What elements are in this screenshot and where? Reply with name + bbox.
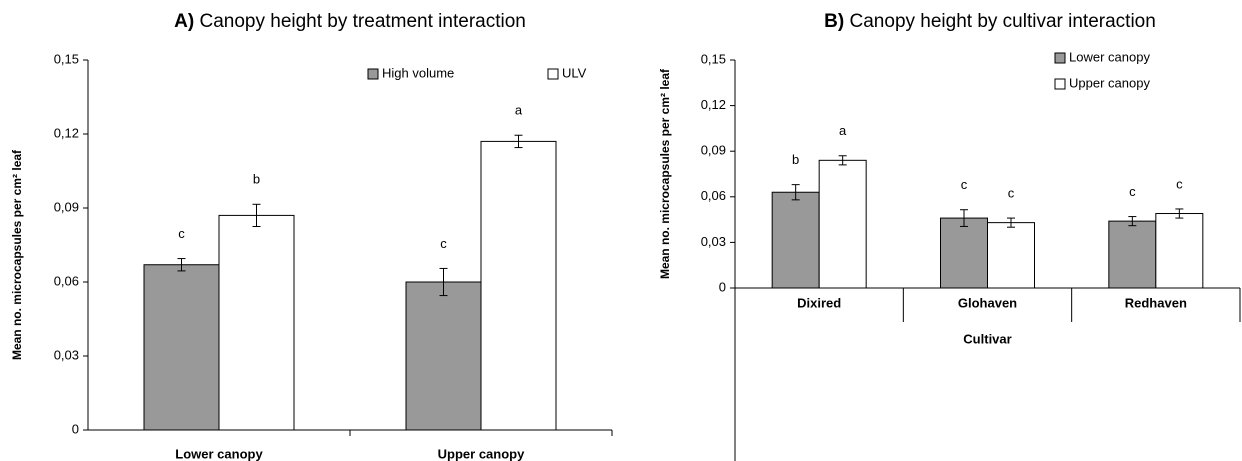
significance-letter: c xyxy=(1176,176,1183,191)
legend-label: ULV xyxy=(562,65,587,80)
significance-letter: c xyxy=(1008,186,1015,201)
legend-swatch xyxy=(1054,78,1066,90)
y-tick-label: 0 xyxy=(72,421,79,436)
y-tick-label: 0,15 xyxy=(54,51,79,66)
significance-letter: c xyxy=(178,226,185,241)
significance-letter: a xyxy=(839,123,847,138)
x-tick-label: Redhaven xyxy=(1125,295,1187,310)
significance-letter: b xyxy=(792,152,799,167)
y-tick-label: 0,03 xyxy=(54,347,79,362)
y-axis-label: Mean no. microcapsules per cm² leaf xyxy=(658,68,672,279)
bar xyxy=(405,281,482,431)
bar xyxy=(143,264,220,431)
y-tick-label: 0,06 xyxy=(701,188,726,203)
x-axis-label: Cultivar xyxy=(963,331,1011,346)
significance-letter: b xyxy=(253,172,260,187)
bar xyxy=(771,191,820,289)
significance-letter: c xyxy=(961,177,968,192)
title-text: Canopy height by treatment interaction xyxy=(199,11,525,32)
legend-label: Upper canopy xyxy=(1069,75,1150,90)
legend-swatch xyxy=(367,68,379,80)
legend-label: Lower canopy xyxy=(1069,49,1150,64)
significance-letter: c xyxy=(1129,184,1136,199)
bar xyxy=(1155,213,1204,289)
y-tick-label: 0,09 xyxy=(701,143,726,158)
significance-letter: c xyxy=(440,236,447,251)
chart-title: B) Canopy height by cultivar interaction xyxy=(824,11,1156,32)
y-tick-label: 0,09 xyxy=(54,199,79,214)
bar xyxy=(218,214,295,431)
bar xyxy=(818,159,867,289)
bar xyxy=(1108,220,1157,289)
legend-swatch xyxy=(1054,52,1066,64)
bar xyxy=(480,140,557,431)
x-tick-label: Dixired xyxy=(797,295,841,310)
significance-letter: a xyxy=(515,103,523,118)
title-prefix: A) xyxy=(174,11,194,32)
bar xyxy=(987,222,1035,289)
x-tick-label: Glohaven xyxy=(958,295,1017,310)
x-tick-label: Lower canopy xyxy=(175,446,263,461)
legend-swatch xyxy=(547,68,559,80)
y-tick-label: 0,12 xyxy=(701,97,726,112)
y-tick-label: 0,15 xyxy=(701,51,726,66)
x-tick-label: Upper canopy xyxy=(438,446,525,461)
title-prefix: B) xyxy=(824,11,844,32)
y-tick-label: 0,06 xyxy=(54,273,79,288)
bar xyxy=(940,217,988,289)
chart-title: A) Canopy height by treatment interactio… xyxy=(174,11,526,32)
title-text: Canopy height by cultivar interaction xyxy=(850,11,1156,32)
y-tick-label: 0,12 xyxy=(54,125,79,140)
y-tick-label: 0,03 xyxy=(701,234,726,249)
legend-label: High volume xyxy=(382,65,454,80)
y-axis-label: Mean no. microcapsules per cm² leaf xyxy=(10,149,24,360)
y-tick-label: 0 xyxy=(719,279,726,294)
